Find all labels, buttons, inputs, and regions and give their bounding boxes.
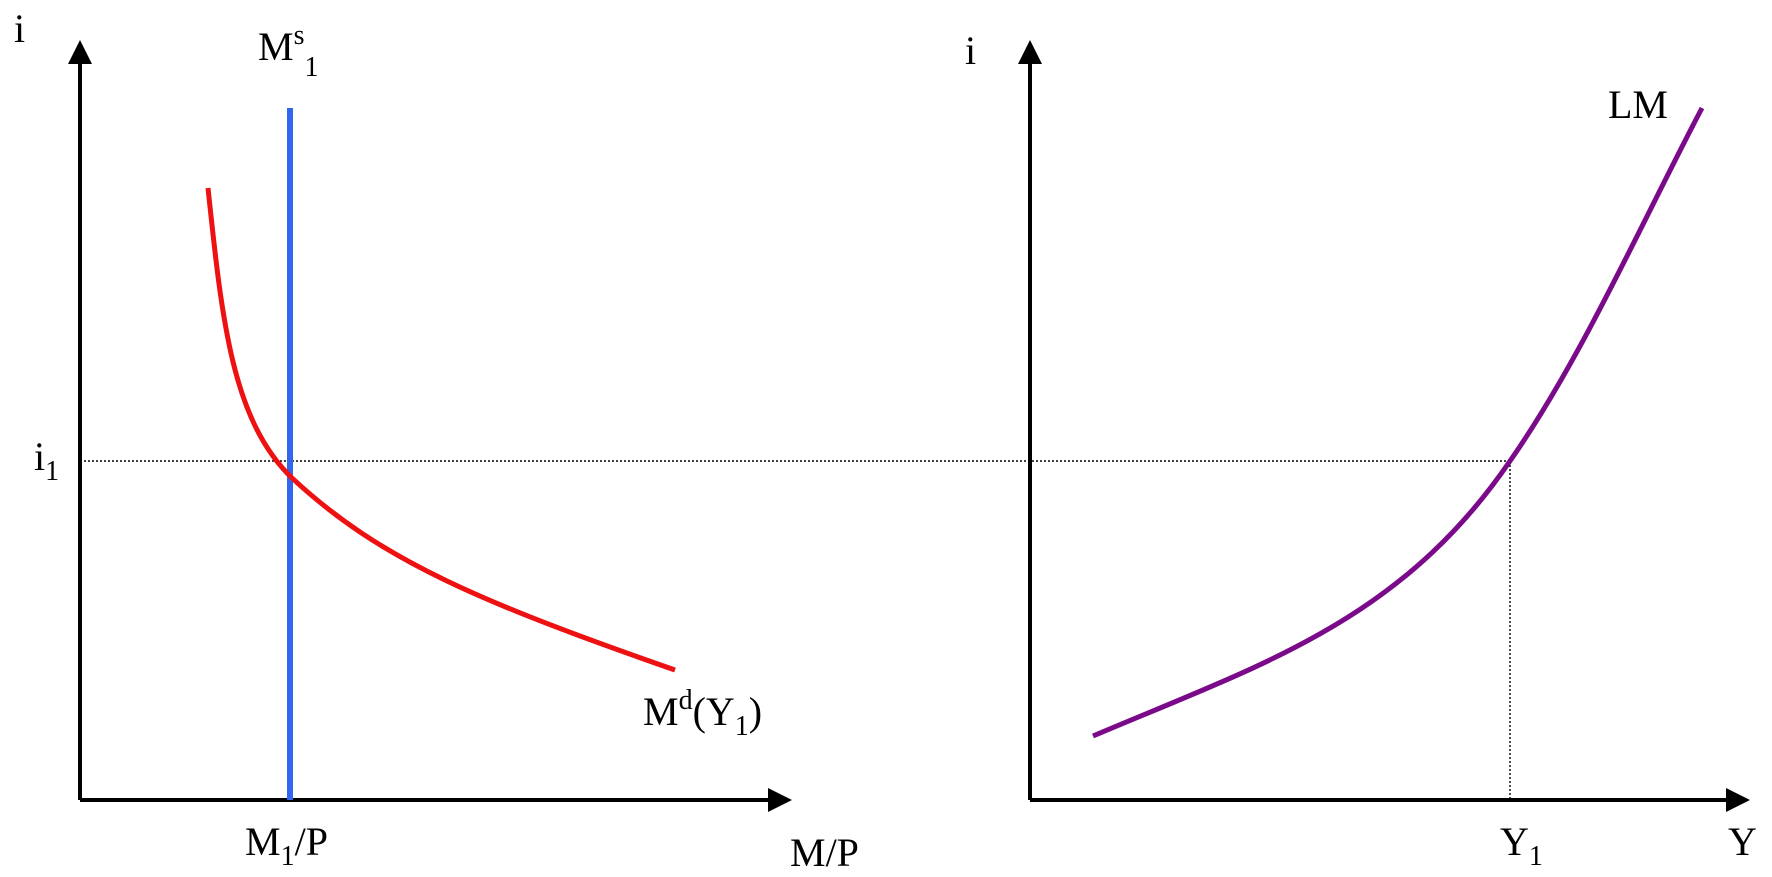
money-supply-label: Ms1 (258, 20, 318, 83)
lm-panel: i LM Y1 Y (965, 28, 1757, 872)
equilibrium-rate-label: i1 (34, 434, 59, 487)
lm-curve-label: LM (1608, 82, 1668, 127)
income-label: Y1 (1500, 819, 1543, 872)
money-demand-curve (205, 187, 676, 673)
money-market-panel: i Ms1 Md(Y1) i1 M1/P M/P (14, 6, 1510, 875)
money-demand-label: Md(Y1) (643, 685, 762, 742)
real-balance-label: M1/P (245, 819, 328, 872)
money-market-x-axis-label: M/P (790, 830, 859, 872)
lm-x-axis-label: Y (1728, 819, 1757, 864)
lm-curve (1092, 106, 1705, 739)
money-market-y-axis-label: i (14, 6, 25, 51)
lm-y-axis-label: i (965, 28, 976, 73)
